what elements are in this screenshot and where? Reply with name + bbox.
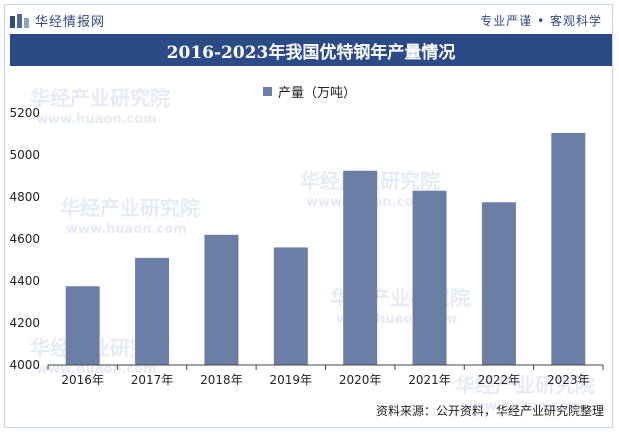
watermark-text: 华经产业研究院 xyxy=(60,196,200,220)
y-tick-label: 4400 xyxy=(9,274,40,288)
bar xyxy=(481,202,516,365)
y-tick-label: 4600 xyxy=(9,232,40,246)
watermark-url: www.huaon.com xyxy=(36,362,157,377)
legend: 产量（万吨） xyxy=(0,82,619,101)
bar xyxy=(343,170,378,365)
source-note: 资料来源：公开资料，华经产业研究院整理 xyxy=(375,404,604,418)
tagline: 专业严谨 • 客观科学 xyxy=(480,14,602,28)
title-bar: 2016-2023年我国优特钢年产量情况 xyxy=(10,34,612,66)
brand-name: 华经情报网 xyxy=(35,15,106,30)
x-tick-label: 2023年 xyxy=(547,373,590,387)
x-tick-label: 2016年 xyxy=(61,373,104,387)
bar xyxy=(204,234,239,365)
logo-icon xyxy=(10,13,29,28)
legend-label: 产量（万吨） xyxy=(277,86,356,101)
x-tick-label: 2017年 xyxy=(131,373,174,387)
brand: 华经情报网 xyxy=(10,11,105,30)
watermark-text: 华经产业研究院 xyxy=(455,373,595,397)
bar xyxy=(273,247,308,365)
y-tick-label: 4200 xyxy=(9,316,40,330)
watermark-text: 华经产业研究院 xyxy=(30,86,170,110)
y-tick-label: 5000 xyxy=(9,148,40,162)
y-tick-label: 5200 xyxy=(9,106,40,120)
x-tick-label: 2020年 xyxy=(339,373,382,387)
chart-title: 2016-2023年我国优特钢年产量情况 xyxy=(166,42,456,63)
x-tick-label: 2019年 xyxy=(270,373,313,387)
watermark-url: www.huaon.com xyxy=(36,112,157,127)
header: 华经情报网 专业严谨 • 客观科学 xyxy=(10,8,608,32)
legend-swatch xyxy=(262,87,272,96)
watermark-url: www.huaon.com xyxy=(461,399,582,414)
x-tick-label: 2022年 xyxy=(478,373,521,387)
bar xyxy=(412,190,447,365)
bar xyxy=(135,257,170,365)
bar xyxy=(65,286,100,365)
x-tick-label: 2018年 xyxy=(200,373,243,387)
y-tick-label: 4800 xyxy=(9,190,40,204)
x-tick-label: 2021年 xyxy=(408,373,451,387)
watermark-url: www.huaon.com xyxy=(66,222,187,237)
y-tick-label: 4000 xyxy=(9,358,40,372)
footer: 资料来源：公开资料，华经产业研究院整理 xyxy=(10,397,612,423)
bar xyxy=(551,132,586,365)
